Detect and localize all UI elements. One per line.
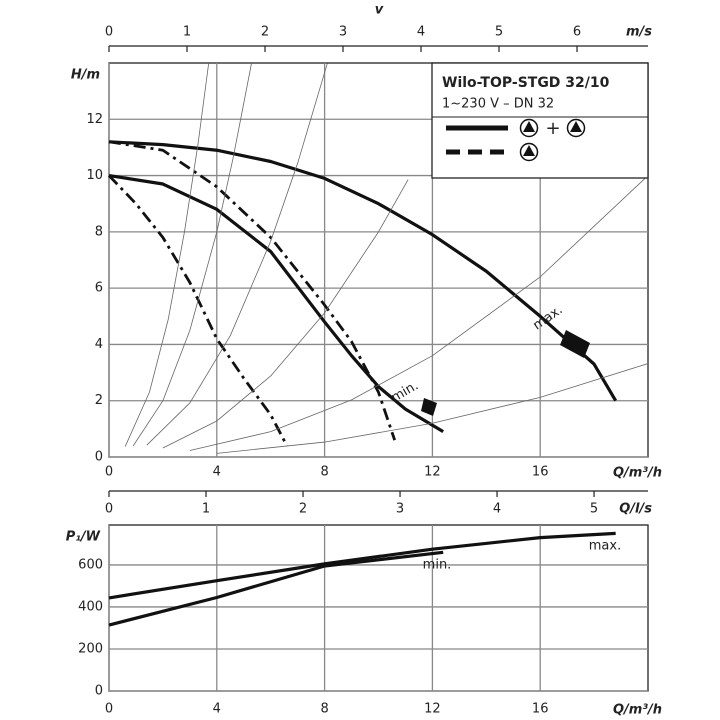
x2-tick-label: 5 — [590, 502, 598, 517]
annotation: min. — [389, 378, 421, 405]
x-tick-label: 0 — [105, 465, 113, 480]
curve — [108, 173, 444, 434]
legend-plus: + — [545, 118, 560, 139]
curve — [162, 179, 409, 449]
curve — [124, 62, 210, 447]
y-tick-label: 6 — [95, 281, 103, 296]
x-tick-label: 8 — [320, 465, 328, 480]
legend-box — [431, 62, 649, 179]
y-tick-label: 8 — [95, 224, 103, 239]
max-marker — [560, 330, 590, 358]
curve — [216, 363, 649, 454]
y-tick-label: 4 — [95, 337, 103, 352]
x-tick-label: 4 — [213, 465, 221, 480]
x2-tick-label: 3 — [396, 502, 404, 517]
legend-subtitle: 1~230 V – DN 32 — [442, 97, 554, 112]
x2-label: Q/l/s — [619, 502, 652, 517]
x2-tick-label: 3 — [339, 25, 347, 40]
x-tick-label: 16 — [532, 702, 549, 717]
curve — [108, 550, 444, 627]
x2-title: v — [375, 3, 384, 18]
x2-tick-label: 2 — [299, 502, 307, 517]
curve — [108, 531, 616, 600]
curve — [189, 175, 649, 451]
pump-icon-arrow — [523, 121, 535, 132]
x2-tick-label: 1 — [183, 25, 191, 40]
annotation: max. — [589, 539, 621, 554]
x-tick-label: 12 — [424, 702, 441, 717]
x2-tick-label: 4 — [493, 502, 501, 517]
x-tick-label: 16 — [532, 465, 549, 480]
legend-title: Wilo-TOP-STGD 32/10 — [442, 75, 610, 91]
curve — [146, 63, 328, 446]
curve — [108, 140, 396, 441]
pump-icon-arrow — [523, 145, 535, 156]
x-tick-label: 4 — [213, 702, 221, 717]
x2-tick-label: 4 — [417, 25, 425, 40]
y-tick-label: 600 — [78, 557, 103, 572]
x2-tick-label: 0 — [105, 25, 113, 40]
x2-tick-label: 2 — [261, 25, 269, 40]
y-tick-label: 10 — [86, 168, 103, 183]
x2-tick-label: 1 — [202, 502, 210, 517]
x2-tick-label: 0 — [105, 502, 113, 517]
annotation: min. — [423, 558, 452, 573]
y-tick-label: 0 — [95, 450, 103, 465]
y-tick-label: 12 — [86, 112, 103, 127]
x-label: Q/m³/h — [613, 466, 662, 481]
annotation: max. — [530, 303, 565, 334]
y-tick-label: 200 — [78, 641, 103, 656]
min-marker — [421, 398, 437, 416]
x-tick-label: 12 — [424, 465, 441, 480]
plot-frame-bottom — [108, 524, 649, 692]
x2-tick-label: 6 — [573, 25, 581, 40]
pump-icon-arrow — [570, 121, 582, 132]
y-tick-label: 2 — [95, 393, 103, 408]
y-tick-label: 0 — [95, 684, 103, 699]
curve — [108, 140, 618, 402]
x2-tick-label: 5 — [495, 25, 503, 40]
y-label: H/m — [71, 68, 100, 83]
y-tick-label: 400 — [78, 599, 103, 614]
x-label: Q/m³/h — [613, 703, 662, 718]
y-label: P₁/W — [66, 530, 101, 545]
curve — [107, 174, 289, 447]
x2-label: m/s — [626, 25, 652, 40]
x-tick-label: 0 — [105, 702, 113, 717]
curve — [132, 62, 252, 446]
x-tick-label: 8 — [320, 702, 328, 717]
